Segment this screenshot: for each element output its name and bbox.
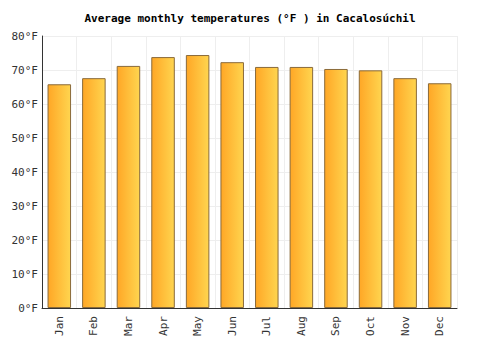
svg-text:70°F: 70°F: [12, 64, 39, 77]
svg-text:80°F: 80°F: [12, 30, 39, 43]
svg-text:Feb: Feb: [87, 316, 100, 336]
svg-text:60°F: 60°F: [12, 98, 39, 111]
svg-text:Sep: Sep: [329, 316, 342, 336]
svg-text:May: May: [191, 316, 204, 336]
svg-text:30°F: 30°F: [12, 200, 39, 213]
svg-text:Apr: Apr: [157, 316, 170, 336]
svg-text:Dec: Dec: [433, 316, 446, 336]
svg-text:Jun: Jun: [226, 316, 239, 336]
svg-text:Mar: Mar: [122, 316, 135, 336]
svg-text:20°F: 20°F: [12, 234, 39, 247]
svg-text:0°F: 0°F: [18, 302, 38, 315]
svg-text:Nov: Nov: [399, 316, 412, 336]
svg-text:Oct: Oct: [364, 316, 377, 336]
svg-text:Jan: Jan: [53, 316, 66, 336]
svg-text:Jul: Jul: [260, 316, 273, 336]
svg-text:50°F: 50°F: [12, 132, 39, 145]
svg-text:Average monthly temperatures (: Average monthly temperatures (°F ) in Ca…: [84, 12, 415, 25]
svg-text:40°F: 40°F: [12, 166, 39, 179]
svg-text:Aug: Aug: [295, 316, 308, 336]
svg-text:10°F: 10°F: [12, 268, 39, 281]
